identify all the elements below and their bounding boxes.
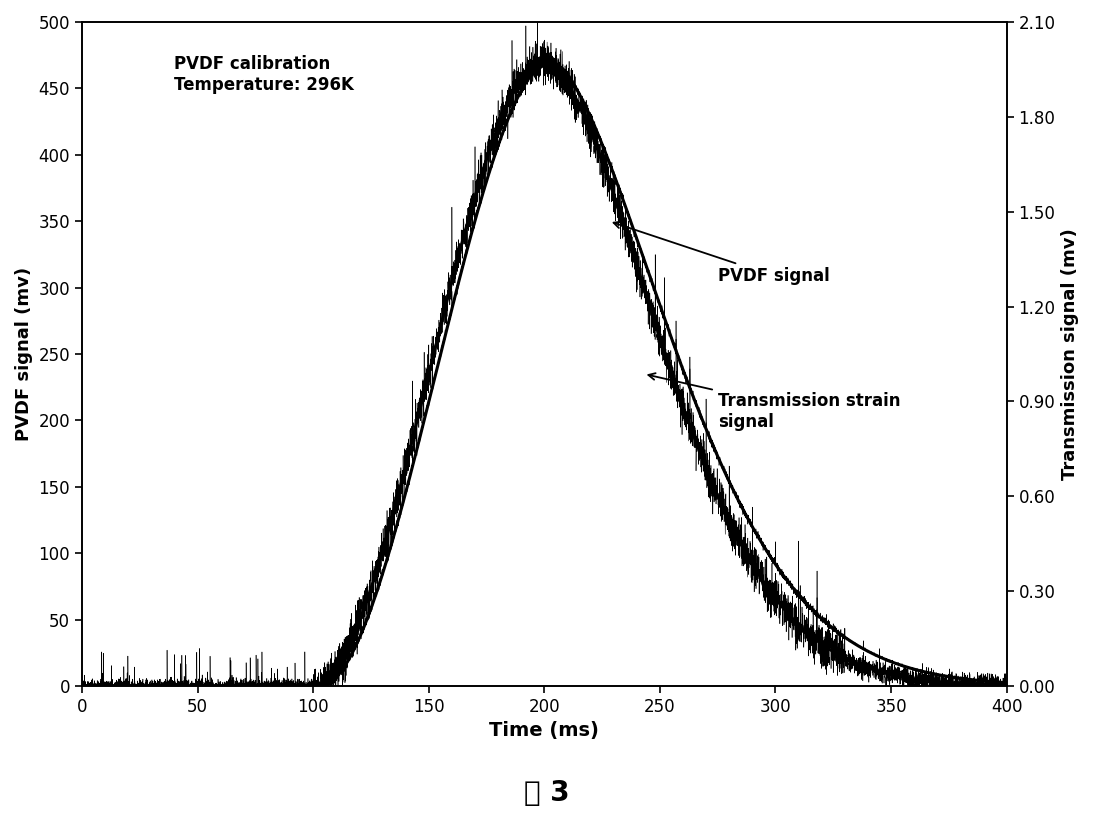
Text: PVDF signal: PVDF signal — [614, 222, 829, 285]
X-axis label: Time (ms): Time (ms) — [489, 721, 600, 740]
Text: 图 3: 图 3 — [524, 779, 570, 807]
Y-axis label: Transmission signal (mv): Transmission signal (mv) — [1061, 228, 1079, 480]
Y-axis label: PVDF signal (mv): PVDF signal (mv) — [15, 267, 33, 441]
Text: Transmission strain
signal: Transmission strain signal — [649, 374, 900, 431]
Text: PVDF calibration
Temperature: 296K: PVDF calibration Temperature: 296K — [174, 56, 354, 94]
